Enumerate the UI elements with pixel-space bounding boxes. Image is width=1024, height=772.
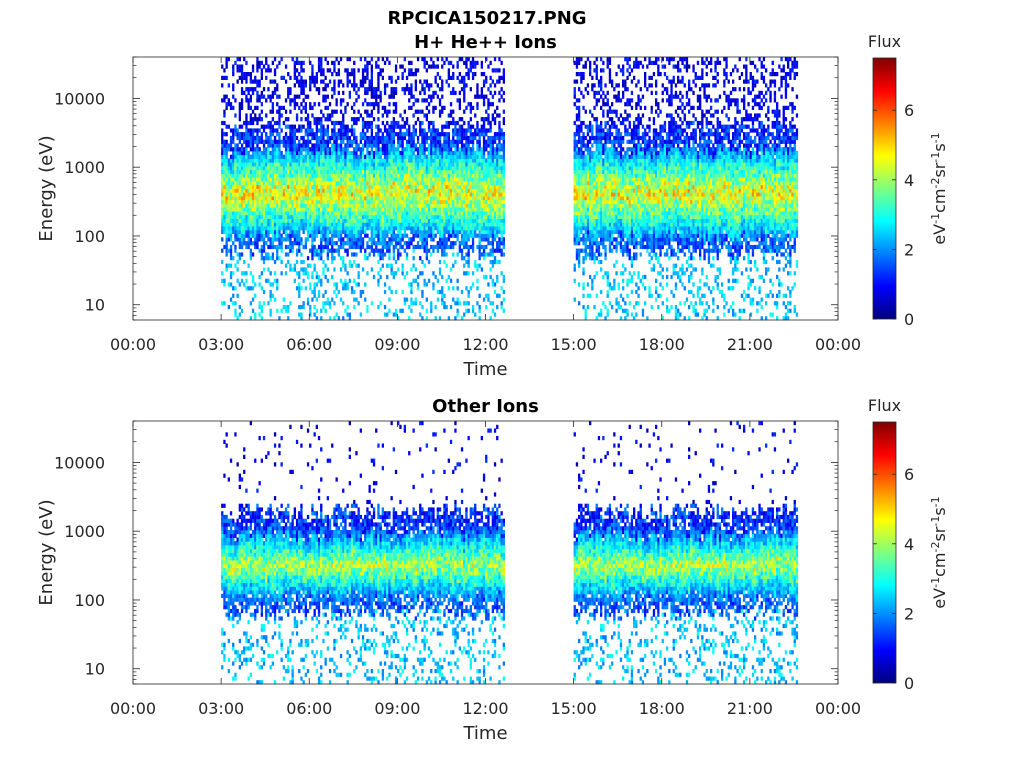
spectrogram bbox=[221, 421, 799, 685]
x-tick-label: 00:00 bbox=[110, 335, 156, 354]
y-tick-label: 10000 bbox=[54, 89, 105, 108]
x-tick-label: 21:00 bbox=[727, 699, 773, 718]
colorbar-label: eV-1cm-2sr-1s-1 bbox=[929, 132, 950, 244]
x-tick-label: 00:00 bbox=[815, 335, 861, 354]
panel-title: H+ He++ Ions bbox=[414, 32, 557, 53]
colorbar-tick-label: 6 bbox=[904, 465, 914, 484]
colorbar: 0 2 4 6 Flux eV-1cm-2sr-1s-1 bbox=[868, 32, 949, 329]
spectrogram bbox=[221, 57, 799, 321]
x-tick-label: 09:00 bbox=[374, 699, 420, 718]
x-tick-label: 06:00 bbox=[286, 699, 332, 718]
y-axis-label: Energy (eV) bbox=[36, 135, 57, 241]
y-tick-label: 10 bbox=[85, 296, 105, 315]
x-tick-label: 03:00 bbox=[198, 699, 244, 718]
colorbar-tick-label: 4 bbox=[904, 535, 914, 554]
colorbar-tick-label: 4 bbox=[904, 171, 914, 190]
x-tick-label: 21:00 bbox=[727, 335, 773, 354]
y-tick-label: 10 bbox=[85, 660, 105, 679]
x-tick-label: 00:00 bbox=[815, 699, 861, 718]
colorbar: 0 2 4 6 Flux eV-1cm-2sr-1s-1 bbox=[868, 396, 949, 693]
x-tick-label: 15:00 bbox=[551, 335, 597, 354]
colorbar-title: Flux bbox=[868, 32, 901, 51]
colorbar-tick-label: 2 bbox=[904, 240, 914, 259]
figure-title: RPCICA150217.PNG bbox=[387, 8, 586, 29]
colorbar-tick-label: 6 bbox=[904, 101, 914, 120]
panel-title: Other Ions bbox=[432, 396, 539, 417]
y-axis-label: Energy (eV) bbox=[36, 499, 57, 605]
x-tick-label: 12:00 bbox=[462, 335, 508, 354]
colorbar-tick-label: 0 bbox=[904, 674, 914, 693]
x-tick-label: 00:00 bbox=[110, 699, 156, 718]
x-tick-label: 06:00 bbox=[286, 335, 332, 354]
colorbar-title: Flux bbox=[868, 396, 901, 415]
panel-2: Other Ions 00:00 03:00 06:00 09:00 12:00 15:00… bbox=[36, 396, 949, 744]
colorbar-tick-label: 0 bbox=[904, 310, 914, 329]
x-tick-label: 03:00 bbox=[198, 335, 244, 354]
y-tick-label: 100 bbox=[74, 591, 105, 610]
x-tick-label: 18:00 bbox=[639, 699, 685, 718]
y-tick-label: 1000 bbox=[64, 522, 105, 541]
x-tick-label: 09:00 bbox=[374, 335, 420, 354]
x-axis-label: Time bbox=[462, 359, 507, 380]
y-tick-label: 10000 bbox=[54, 453, 105, 472]
colorbar-label: eV-1cm-2sr-1s-1 bbox=[929, 496, 950, 608]
x-axis-label: Time bbox=[462, 723, 507, 744]
colorbar-tick-label: 2 bbox=[904, 604, 914, 623]
x-tick-label: 18:00 bbox=[639, 335, 685, 354]
y-tick-label: 100 bbox=[74, 227, 105, 246]
x-tick-label: 15:00 bbox=[551, 699, 597, 718]
y-tick-label: 1000 bbox=[64, 158, 105, 177]
panel-1: H+ He++ Ions 00:00 03:00 06:00 09:00 12:00 15:… bbox=[36, 32, 949, 380]
x-tick-label: 12:00 bbox=[462, 699, 508, 718]
